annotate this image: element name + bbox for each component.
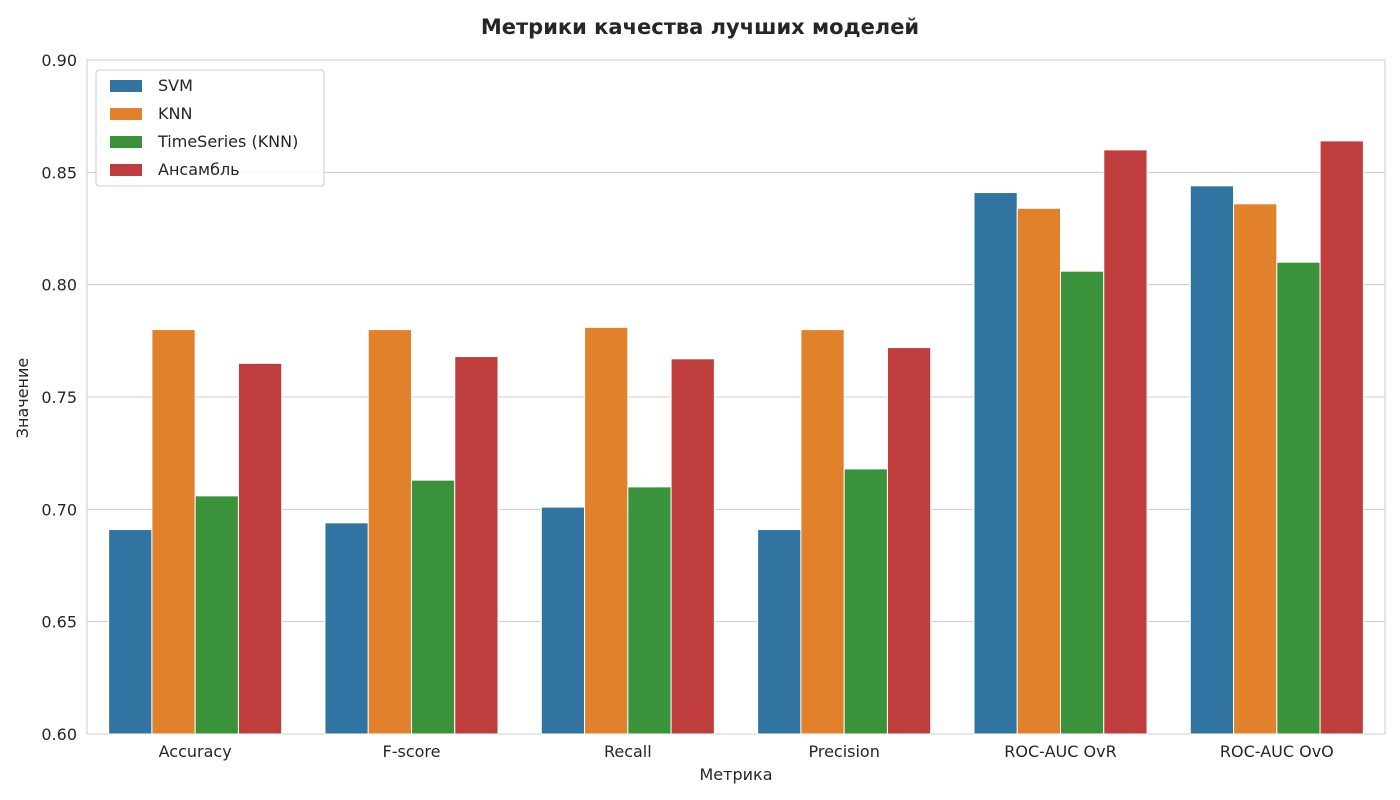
y-tick-label: 0.85: [41, 163, 77, 182]
legend-swatch: [110, 80, 142, 92]
legend-entry: TimeSeries (KNN): [157, 132, 298, 151]
bar-knn-accuracy: [151, 329, 196, 735]
bar-svm-roc-auc-ovo: [1189, 185, 1235, 735]
legend-swatch: [110, 164, 142, 176]
legend-box: [95, 69, 325, 187]
y-tick-label: 0.90: [41, 51, 77, 70]
chart-title: Метрики качества лучших моделей: [481, 15, 919, 39]
bar-timeseries-knn--precision: [843, 468, 888, 735]
bar-ансамбль-f-score: [454, 356, 499, 735]
bar-ансамбль-accuracy: [237, 362, 283, 735]
y-tick-label: 0.60: [41, 725, 77, 744]
bars: [108, 140, 1364, 735]
bar-knn-f-score: [367, 329, 413, 735]
bar-timeseries-knn--accuracy: [194, 495, 239, 735]
bar-svm-accuracy: [108, 529, 153, 735]
x-tick-label: F-score: [383, 742, 441, 761]
x-tick-label: ROC-AUC OvR: [1004, 742, 1116, 761]
y-tick-label: 0.80: [41, 276, 77, 295]
y-tick-label: 0.65: [41, 613, 77, 632]
legend-entry: SVM: [158, 76, 193, 95]
x-tick-label: Recall: [604, 742, 652, 761]
plot-frame: [86, 59, 1386, 735]
legend-swatch: [110, 108, 142, 120]
x-axis-label: Метрика: [700, 765, 773, 784]
bar-knn-recall: [584, 326, 629, 735]
x-tick-label: ROC-AUC OvO: [1220, 742, 1334, 761]
legend-entry: Ансамбль: [158, 160, 240, 179]
bar-svm-f-score: [324, 522, 369, 735]
legend-swatch: [110, 136, 142, 148]
x-tick-label: Precision: [808, 742, 879, 761]
bar-ансамбль-roc-auc-ovr: [1103, 149, 1148, 735]
bar-timeseries-knn--roc-auc-ovr: [1060, 270, 1105, 735]
legend: SVM KNN TimeSeries (KNN) Ансамбль: [95, 69, 325, 187]
bar-knn-precision: [800, 329, 845, 735]
bar-timeseries-knn--roc-auc-ovo: [1276, 261, 1321, 735]
y-tick-label: 0.70: [41, 500, 77, 519]
bar-svm-recall: [540, 506, 586, 735]
x-axis-ticks: Accuracy F-score Recall Precision ROC-AUC Ov…: [159, 742, 1334, 761]
bar-svm-roc-auc-ovr: [973, 192, 1018, 735]
y-axis-label: Значение: [13, 358, 32, 439]
bar-timeseries-knn--recall: [627, 486, 672, 735]
bar-ансамбль-roc-auc-ovo: [1319, 140, 1364, 735]
bar-ансамбль-recall: [670, 358, 715, 735]
legend-entry: KNN: [158, 104, 192, 123]
bar-knn-roc-auc-ovo: [1233, 203, 1278, 735]
bar-timeseries-knn--f-score: [411, 479, 456, 735]
y-axis-ticks: 0.60 0.65 0.70 0.75 0.80 0.85 0.90: [41, 51, 77, 744]
x-tick-label: Accuracy: [159, 742, 232, 761]
y-tick-label: 0.75: [41, 388, 77, 407]
bar-knn-roc-auc-ovr: [1016, 207, 1062, 735]
bar-svm-precision: [757, 529, 802, 735]
bar-ансамбль-precision: [886, 347, 932, 735]
